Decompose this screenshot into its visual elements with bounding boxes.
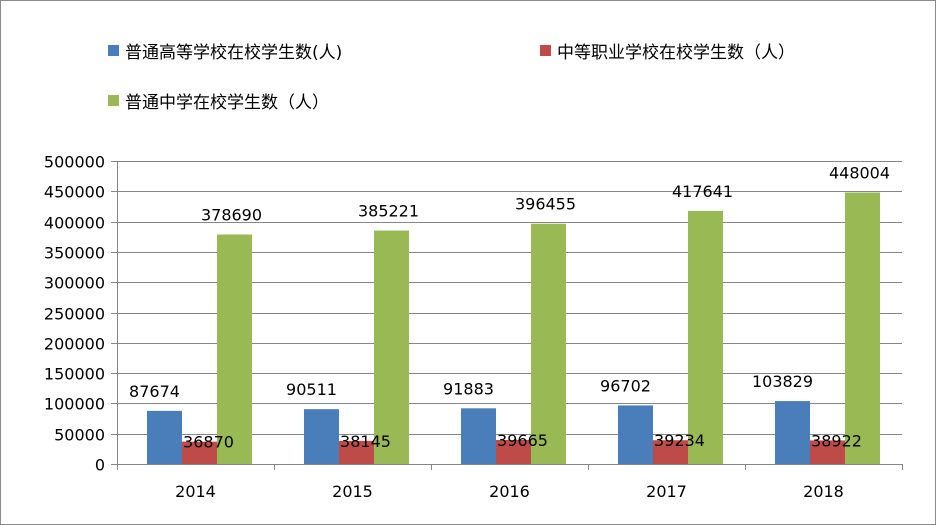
- y-tick-label: 0: [95, 456, 105, 475]
- legend-swatch-higher-education: [108, 45, 119, 56]
- bar: [531, 223, 566, 464]
- legend-swatch-vocational: [540, 45, 551, 56]
- y-tick-label: 400000: [44, 214, 105, 233]
- y-tick-label: 450000: [44, 183, 105, 202]
- bar: [688, 210, 723, 464]
- bar: [339, 440, 374, 464]
- data-label: 90511: [286, 380, 337, 399]
- data-label: 96702: [600, 376, 651, 395]
- legend-label-secondary: 普通中学在校学生数（人）: [125, 93, 329, 113]
- y-tick-label: 250000: [44, 305, 105, 324]
- legend-label-vocational: 中等职业学校在校学生数（人）: [557, 43, 795, 63]
- data-labels: 87674 36870 378690 90511 38145 385221 91883 396…: [129, 164, 890, 452]
- y-tick-label: 300000: [44, 274, 105, 293]
- data-label: 91883: [443, 379, 494, 398]
- data-label: 396455: [515, 195, 576, 214]
- bar: [182, 441, 217, 464]
- bar: [217, 234, 252, 464]
- bar: [845, 192, 880, 464]
- y-tick-label: 150000: [44, 365, 105, 384]
- x-tick-label: 2014: [175, 482, 216, 501]
- data-label: 385221: [358, 202, 419, 221]
- y-tick-label: 500000: [44, 153, 105, 172]
- bar: [496, 439, 531, 464]
- bar: [653, 440, 688, 464]
- legend-swatch-secondary: [108, 95, 119, 106]
- bars: [147, 192, 880, 464]
- legend: 普通高等学校在校学生数(人) 中等职业学校在校学生数（人） 普通中学在校学生数（…: [0, 0, 936, 120]
- legend-item-secondary: 普通中学在校学生数（人）: [108, 88, 329, 113]
- data-label: 378690: [201, 206, 262, 225]
- legend-label-higher-education: 普通高等学校在校学生数(人): [125, 43, 343, 63]
- bar: [304, 409, 339, 464]
- data-label: 39234: [654, 431, 705, 450]
- bar: [461, 408, 496, 464]
- bar: [775, 401, 810, 464]
- data-label: 103829: [752, 372, 813, 391]
- x-tick-label: 2015: [332, 482, 373, 501]
- axes: 0 50000 100000 150000 200000 250000 300000 3500…: [44, 153, 903, 501]
- data-label: 38922: [811, 431, 862, 450]
- x-tick-label: 2017: [646, 482, 687, 501]
- y-tick-label: 350000: [44, 244, 105, 263]
- x-tick-label: 2018: [803, 482, 844, 501]
- data-label: 87674: [129, 382, 180, 401]
- bar: [374, 230, 409, 464]
- y-tick-label: 200000: [44, 335, 105, 354]
- data-label: 36870: [183, 433, 234, 452]
- bar: [618, 405, 653, 464]
- bar: [147, 410, 182, 464]
- data-label: 38145: [340, 432, 391, 451]
- bar: [810, 440, 845, 464]
- data-label: 39665: [497, 431, 548, 450]
- x-tick-label: 2016: [489, 482, 530, 501]
- y-tick-label: 100000: [44, 395, 105, 414]
- data-label: 448004: [829, 164, 890, 183]
- y-tick-label: 50000: [54, 426, 105, 445]
- legend-item-vocational: 中等职业学校在校学生数（人）: [540, 38, 795, 63]
- data-label: 417641: [672, 182, 733, 201]
- legend-item-higher-education: 普通高等学校在校学生数(人): [108, 38, 342, 63]
